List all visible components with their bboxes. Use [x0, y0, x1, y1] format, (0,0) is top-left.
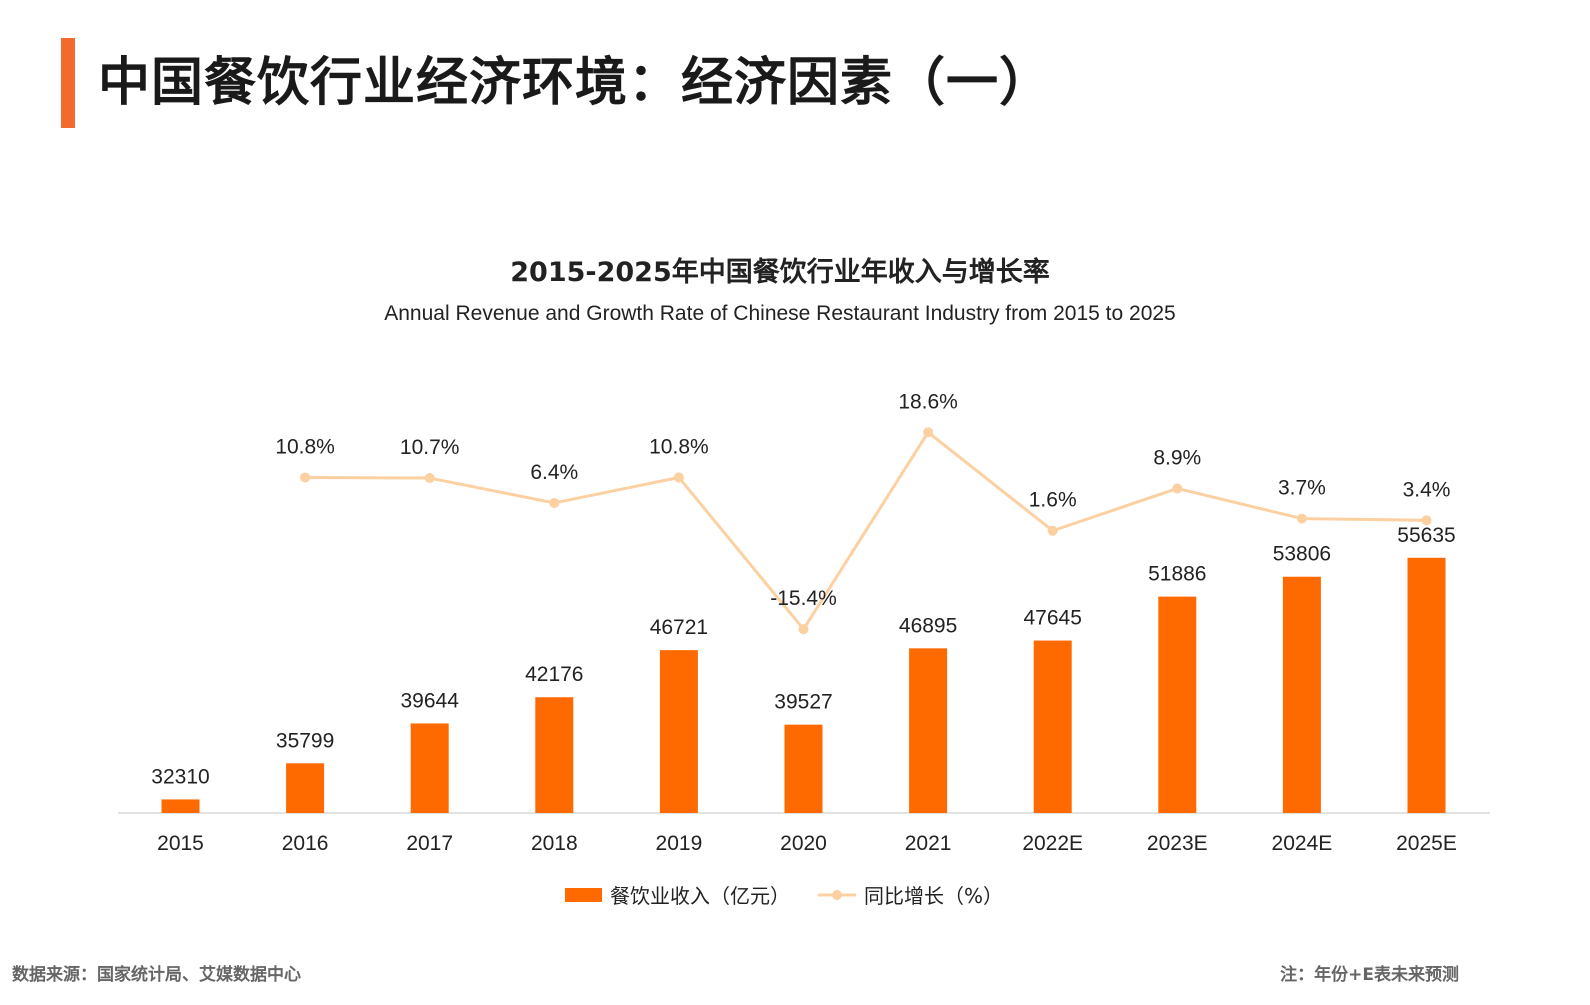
bar-value-label-2015: 32310 [151, 765, 209, 788]
growth-point-2022E [1047, 525, 1058, 536]
legend-bar-swatch [565, 888, 602, 902]
growth-value-label-2019: 10.8% [649, 435, 709, 458]
legend-line-label: 同比增长（%） [864, 884, 1003, 908]
growth-value-label-2021: 18.6% [898, 390, 958, 413]
bar-value-label-2020: 39527 [774, 691, 832, 714]
growth-value-label-2016: 10.8% [275, 435, 335, 458]
growth-value-label-2020: -15.4% [770, 587, 837, 610]
bar-2021 [909, 648, 948, 813]
growth-point-2017 [424, 473, 435, 484]
bar-2017 [410, 723, 449, 813]
x-tick-labels: 2015 2016 2017 2018 2019 2020 2021 2022E 2023E 20… [157, 832, 1457, 855]
growth-point-2016 [300, 472, 311, 483]
chart-subtitle: Annual Revenue and Growth Rate of Chines… [384, 302, 1176, 325]
growth-point-2020 [798, 624, 809, 635]
bar-value-label-2017: 39644 [400, 689, 459, 712]
bar-value-label-2018: 42176 [525, 663, 583, 686]
x-tick-2019: 2019 [656, 832, 703, 855]
x-tick-2016: 2016 [282, 832, 329, 855]
title-accent-bar [61, 38, 75, 128]
growth-point-2019 [673, 472, 684, 483]
growth-point-2024E [1296, 513, 1307, 524]
growth-point-2018 [549, 497, 560, 508]
bar-2016 [286, 763, 325, 813]
growth-point-2023E [1172, 483, 1183, 494]
growth-line-series: 10.8% 10.7% 6.4% 10.8% -15.4% 18.6% 1.6% 8.9% 3.… [275, 390, 1451, 635]
growth-point-2025E [1421, 515, 1432, 526]
growth-point-2021 [923, 427, 934, 438]
forecast-note: 注：年份+E表未来预测 [1280, 965, 1459, 985]
legend: 餐饮业收入（亿元） 同比增长（%） [565, 884, 1003, 908]
legend-line-marker [832, 890, 842, 900]
bar-2019 [659, 650, 698, 813]
bar-value-label-2023E: 51886 [1148, 563, 1206, 586]
growth-value-label-2018: 6.4% [530, 461, 578, 484]
bar-series: 32310 35799 39644 42176 46721 39527 46895 47645… [151, 524, 1456, 813]
bar-value-label-2025E: 55635 [1397, 524, 1455, 547]
legend-bar-label: 餐饮业收入（亿元） [610, 884, 790, 908]
x-tick-2015: 2015 [157, 832, 204, 855]
bar-2018 [535, 697, 574, 813]
x-tick-2022E: 2022E [1022, 832, 1083, 855]
x-tick-2024E: 2024E [1272, 832, 1333, 855]
bar-2022E [1033, 640, 1072, 813]
x-tick-2025E: 2025E [1396, 832, 1457, 855]
x-tick-2017: 2017 [406, 832, 453, 855]
growth-value-label-2023E: 8.9% [1153, 446, 1201, 469]
growth-value-label-2017: 10.7% [400, 436, 460, 459]
growth-value-label-2024E: 3.7% [1278, 477, 1326, 500]
x-tick-2020: 2020 [780, 832, 827, 855]
bar-2025E [1407, 557, 1446, 813]
page-title: 中国餐饮行业经济环境：经济因素（一） [98, 53, 1053, 113]
bar-value-label-2016: 35799 [276, 729, 334, 752]
x-tick-2021: 2021 [905, 832, 952, 855]
bar-value-label-2021: 46895 [899, 614, 957, 637]
data-source: 数据来源：国家统计局、艾媒数据中心 [12, 965, 301, 985]
growth-value-label-2025E: 3.4% [1403, 478, 1451, 501]
bar-2015 [161, 799, 200, 813]
bar-value-label-2022E: 47645 [1023, 607, 1081, 630]
bar-value-label-2019: 46721 [650, 616, 708, 639]
x-tick-2023E: 2023E [1147, 832, 1208, 855]
growth-line [305, 430, 1427, 631]
bar-value-label-2024E: 53806 [1273, 543, 1331, 566]
bar-2024E [1282, 576, 1321, 813]
chart-title: 2015-2025年中国餐饮行业年收入与增长率 [510, 257, 1050, 288]
bar-2020 [784, 724, 823, 813]
bar-2023E [1158, 596, 1197, 813]
growth-value-label-2022E: 1.6% [1029, 489, 1077, 512]
x-tick-2018: 2018 [531, 832, 578, 855]
